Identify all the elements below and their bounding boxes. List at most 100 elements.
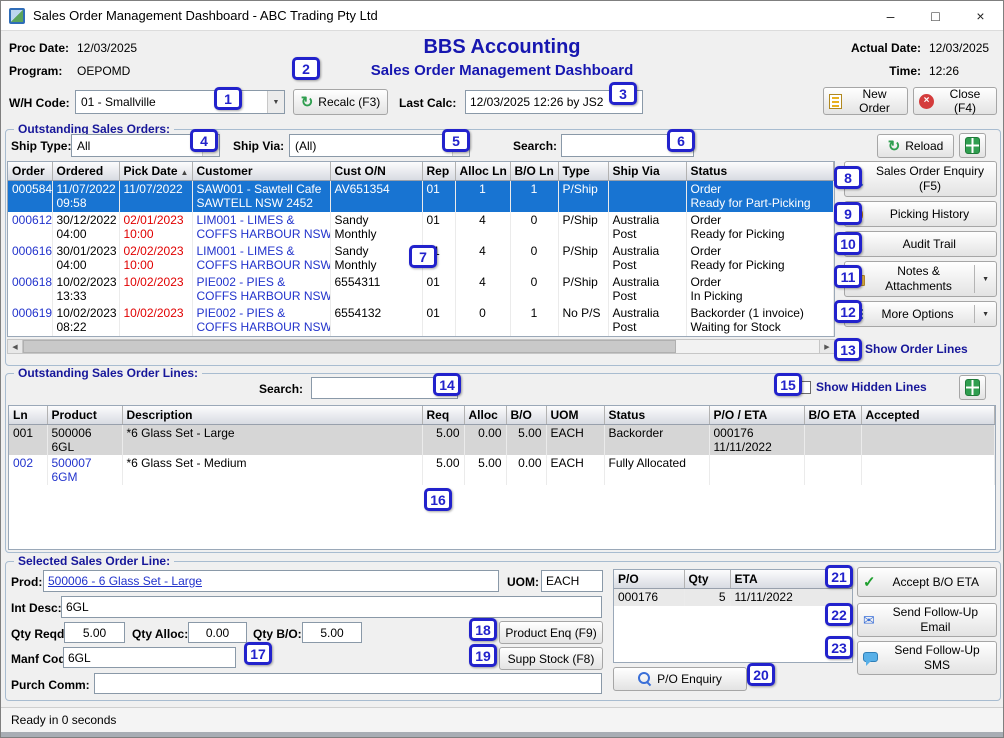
close-f4-button[interactable]: × Close (F4) [913, 87, 997, 115]
orders-col-bo-ln[interactable]: B/O Ln [510, 162, 558, 181]
recalc-button[interactable]: ↻ Recalc (F3) [293, 89, 388, 115]
show-hidden-lines-label: Show Hidden Lines [816, 380, 927, 394]
callout-badge-8: 8 [834, 166, 862, 189]
minimize-button[interactable]: – [868, 1, 913, 30]
order-line-row-002[interactable]: 0025000076GM*6 Glass Set - Medium5.005.0… [9, 455, 995, 485]
button-separator [974, 305, 975, 323]
order-line-row-001[interactable]: 0015000066GL*6 Glass Set - Large5.000.00… [9, 425, 995, 456]
wh-code-select[interactable]: 01 - Smallville ▼ [75, 90, 285, 114]
ship-type-label: Ship Type: [11, 139, 71, 153]
lines-col-bo[interactable]: B/O [506, 406, 546, 425]
order-row-000584[interactable]: 00058411/07/202209:5811/07/2022SAW001 - … [8, 181, 834, 212]
int-desc-label: Int Desc: [11, 601, 62, 615]
po-col-qty[interactable]: Qty [684, 570, 730, 589]
lines-col-description[interactable]: Description [122, 406, 422, 425]
close-f4-label: Close (F4) [939, 87, 991, 115]
lines-col-po-eta[interactable]: P/O / ETA [709, 406, 804, 425]
send-followup-email-label: Send Follow-Up Email [880, 605, 991, 635]
accept-bo-eta-button[interactable]: ✓ Accept B/O ETA [857, 567, 997, 597]
maximize-button[interactable]: □ [913, 1, 958, 30]
time-value: 12:26 [929, 64, 959, 78]
excel-icon [965, 379, 980, 396]
close-window-button[interactable]: × [958, 1, 1003, 30]
lines-col-uom[interactable]: UOM [546, 406, 604, 425]
sales-order-enquiry-button[interactable]: Sales Order Enquiry (F5) [844, 161, 997, 197]
wh-code-label: W/H Code: [9, 96, 70, 110]
new-order-button[interactable]: New Order [823, 87, 908, 115]
order-row-000619[interactable]: 00061910/02/202308:2210/02/2023PIE002 - … [8, 305, 834, 336]
actual-date-label: Actual Date: [831, 41, 921, 55]
reload-button[interactable]: ↻ Reload [877, 134, 954, 158]
scroll-left-icon[interactable]: ◀ [8, 340, 23, 353]
product-enq-button[interactable]: Product Enq (F9) [499, 621, 603, 644]
last-calc-value: 12/03/2025 12:26 by JS2 [470, 95, 603, 109]
supp-stock-button[interactable]: Supp Stock (F8) [499, 647, 603, 670]
lines-export-excel-button[interactable] [959, 375, 986, 400]
order-row-000618[interactable]: 00061810/02/202313:3310/02/2023PIE002 - … [8, 274, 834, 305]
orders-col-status[interactable]: Status [686, 162, 834, 181]
audit-trail-button[interactable]: ↻ Audit Trail [844, 231, 997, 257]
lines-col-product[interactable]: Product [47, 406, 122, 425]
lines-col-accepted[interactable]: Accepted [861, 406, 995, 425]
orders-col-pick-date[interactable]: Pick Date▲ [119, 162, 192, 181]
show-hidden-lines-checkbox[interactable]: Show Hidden Lines [798, 380, 927, 394]
order-row-000612[interactable]: 00061230/12/202204:0002/01/202310:00LIM0… [8, 212, 834, 243]
int-desc-field: 6GL [61, 596, 602, 618]
lines-col-ln[interactable]: Ln [9, 406, 47, 425]
window-title: Sales Order Management Dashboard - ABC T… [33, 8, 868, 23]
callout-badge-7: 7 [409, 245, 437, 268]
po-table: P/O Qty ETA 000176511/11/2022 [614, 570, 852, 606]
time-label: Time: [831, 64, 921, 78]
orders-col-customer[interactable]: Customer [192, 162, 330, 181]
notes-attachments-button[interactable]: Notes & Attachments ▼ [844, 261, 997, 297]
po-enquiry-button[interactable]: P/O Enquiry [613, 667, 747, 691]
qty-alloc-label: Qty Alloc: [132, 627, 188, 641]
callout-badge-17: 17 [244, 642, 272, 665]
titlebar: Sales Order Management Dashboard - ABC T… [1, 1, 1003, 31]
po-header-row: P/O Qty ETA [614, 570, 852, 589]
orders-col-rep[interactable]: Rep [422, 162, 455, 181]
send-followup-email-button[interactable]: ✉ Send Follow-Up Email [857, 603, 997, 637]
magnifier-icon [638, 672, 652, 686]
lines-col-status[interactable]: Status [604, 406, 709, 425]
orders-col-order[interactable]: Order [8, 162, 52, 181]
lines-table-container: Ln Product Description Req Alloc B/O UOM… [8, 405, 996, 550]
scrollbar-track[interactable] [23, 340, 819, 353]
lines-col-req[interactable]: Req [422, 406, 464, 425]
more-options-button[interactable]: More Options ▼ [844, 301, 997, 327]
po-row-000176[interactable]: 000176511/11/2022 [614, 589, 852, 606]
dropdown-icon[interactable]: ▼ [980, 311, 991, 318]
picking-history-button[interactable]: Picking History [844, 201, 997, 227]
send-followup-sms-button[interactable]: Send Follow-Up SMS [857, 641, 997, 675]
orders-col-ship-via[interactable]: Ship Via [608, 162, 686, 181]
lines-table: Ln Product Description Req Alloc B/O UOM… [9, 406, 995, 485]
callout-badge-16: 16 [424, 488, 452, 511]
last-calc-label: Last Calc: [399, 96, 456, 110]
scroll-right-icon[interactable]: ▶ [819, 340, 834, 353]
callout-badge-21: 21 [825, 565, 853, 588]
refresh-icon: ↻ [888, 139, 901, 154]
send-followup-sms-label: Send Follow-Up SMS [883, 643, 991, 673]
show-order-lines-checkbox[interactable]: ✓ Show Order Lines [847, 342, 968, 356]
orders-col-alloc-ln[interactable]: Alloc Ln [455, 162, 510, 181]
accept-bo-eta-label: Accept B/O ETA [881, 575, 991, 590]
orders-export-excel-button[interactable] [959, 133, 986, 158]
close-icon: × [976, 8, 984, 24]
dropdown-icon[interactable]: ▼ [980, 276, 991, 283]
orders-hscrollbar[interactable]: ◀ ▶ [7, 339, 835, 354]
po-col-po[interactable]: P/O [614, 570, 684, 589]
ship-via-label: Ship Via: [233, 139, 284, 153]
lines-search-label: Search: [259, 382, 303, 396]
orders-col-ordered[interactable]: Ordered [52, 162, 119, 181]
orders-col-type[interactable]: Type [558, 162, 608, 181]
email-icon: ✉ [863, 613, 875, 627]
scrollbar-thumb[interactable] [23, 340, 676, 353]
product-link[interactable]: 500006 - 6 Glass Set - Large [48, 574, 202, 588]
lines-col-alloc[interactable]: Alloc [464, 406, 506, 425]
manf-code-field: 6GL [63, 647, 236, 668]
purch-comm-label: Purch Comm: [11, 678, 90, 692]
callout-badge-10: 10 [834, 232, 862, 255]
lines-col-bo-eta[interactable]: B/O ETA [804, 406, 861, 425]
orders-col-cust-on[interactable]: Cust O/N [330, 162, 422, 181]
dropdown-icon: ▼ [267, 91, 284, 113]
